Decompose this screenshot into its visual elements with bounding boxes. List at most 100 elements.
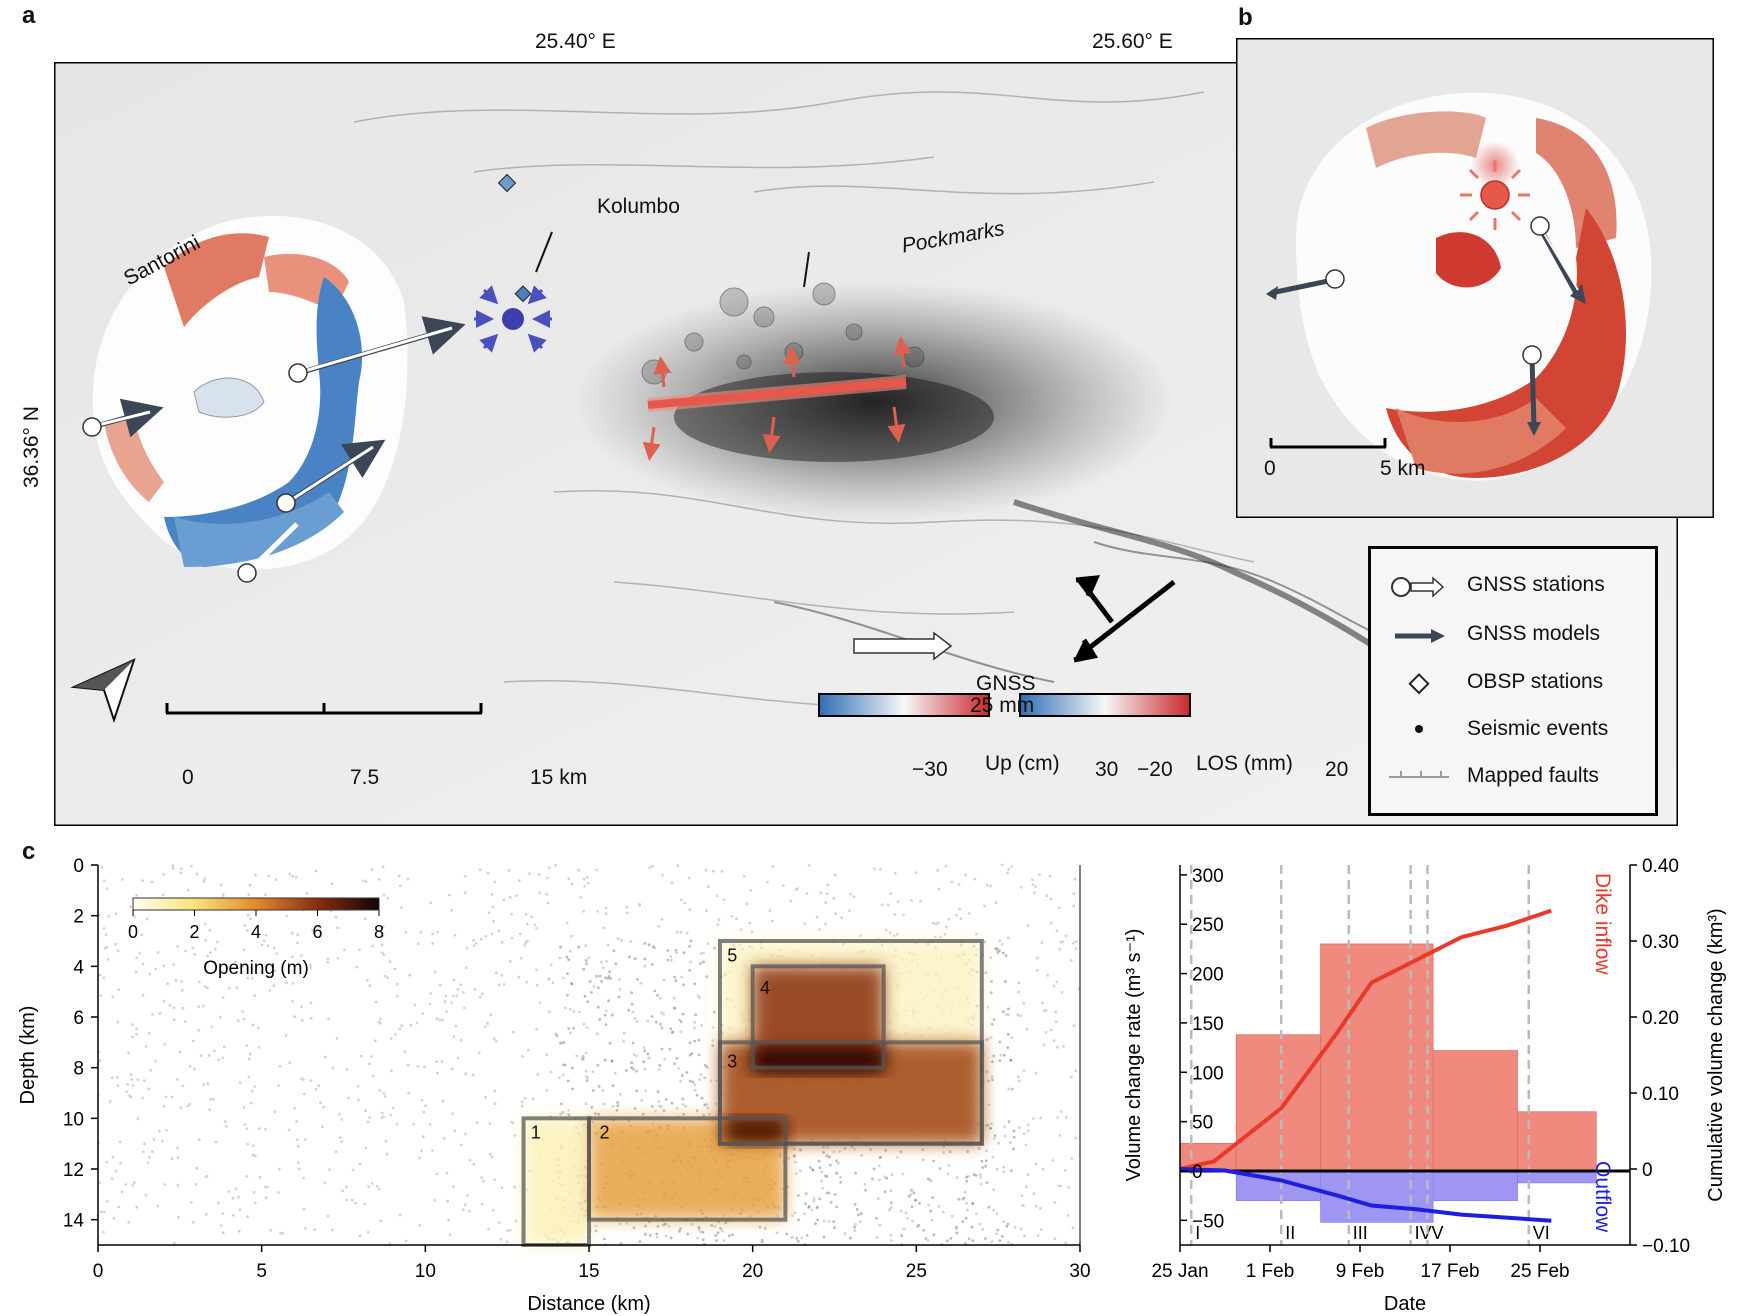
colorbar-label: Opening (m) [203, 958, 309, 979]
colorbar-tick-label-2: 2 [189, 922, 199, 942]
gnss-scale-label-2: 25 mm [970, 694, 1035, 717]
patch-label-3: 3 [727, 1052, 737, 1072]
phase-label-I: I [1195, 1223, 1200, 1243]
panel-b-map [1236, 38, 1714, 518]
legend-seismic-events: Seismic events [1467, 717, 1609, 740]
colorbar-los-label: LOS (mm) [1196, 752, 1293, 775]
y2-tick-label-3: 0.20 [1642, 1008, 1679, 1029]
inflow-bar-4 [1517, 1111, 1597, 1172]
legend: GNSS stations GNSS models OBSP stations … [1368, 546, 1658, 816]
patch-outline-4 [750, 964, 886, 1070]
x-tick-label-0: 25 Jan [1151, 1261, 1208, 1282]
colorbar-up-label: Up (cm) [985, 752, 1060, 775]
x-tick-label-3: 17 Feb [1420, 1261, 1479, 1282]
dike-model [642, 336, 912, 461]
phase-label-II: II [1285, 1223, 1295, 1243]
x-tick-label-10: 10 [415, 1261, 436, 1282]
y-tick-label--50: −50 [1192, 1211, 1224, 1232]
scalebar-a [165, 703, 483, 715]
legend-gnss-stations: GNSS stations [1467, 573, 1605, 596]
outflow-cumulative-line [1179, 1167, 1552, 1223]
legend-gnss-models: GNSS models [1467, 622, 1601, 645]
y-tick-label-14: 14 [63, 1211, 85, 1232]
y2-tick-label-1: 0 [1642, 1160, 1653, 1181]
scalebar-label-0: 0 [182, 766, 194, 789]
y-tick-label-50: 50 [1192, 1113, 1213, 1134]
y-tick-label-12: 12 [63, 1160, 84, 1181]
x-tick-label-2: 9 Feb [1336, 1261, 1385, 1282]
scalebar-b-label-0: 0 [1264, 457, 1276, 480]
colorbar-tick-label-6: 6 [312, 922, 322, 942]
patch-label-2: 2 [600, 1123, 610, 1143]
scalebar-label-end: 15 km [530, 766, 588, 789]
gnss-stations [82, 363, 308, 583]
patch-outline-2 [587, 1116, 788, 1222]
x-tick-label-30: 30 [1069, 1261, 1090, 1282]
colorbar-tick-label-0: 0 [128, 922, 138, 942]
phase-label-III: III [1353, 1223, 1368, 1243]
colorbar-tick-label-8: 8 [374, 922, 384, 942]
scalebar-b-label-end: 5 km [1380, 457, 1426, 480]
colorbar-up-max: 30 [1095, 758, 1119, 781]
y-tick-label-0: 0 [1192, 1162, 1203, 1183]
x-axis-label: Distance (km) [527, 1293, 650, 1315]
y-tick-label-150: 150 [1192, 1014, 1224, 1035]
x-axis-label: Date [1384, 1293, 1426, 1315]
outflow-bar-2 [1432, 1170, 1518, 1201]
panel-letter-a: a [22, 2, 36, 29]
colorbar-los-min: −20 [1137, 758, 1173, 781]
y-tick-label-2: 2 [73, 907, 84, 928]
lon-label-1: 25.40° E [535, 30, 616, 53]
y2-tick-label-0: −0.10 [1642, 1236, 1690, 1257]
y-tick-label-300: 300 [1192, 866, 1224, 887]
y-tick-label-100: 100 [1192, 1063, 1224, 1084]
phase-label-V: V [1432, 1223, 1444, 1243]
patch-outline-5 [717, 939, 984, 1146]
scalebar-label-mid: 7.5 [350, 766, 380, 789]
inflow-bar-3 [1432, 1050, 1518, 1172]
opening-colorbar [132, 897, 380, 911]
colorbar-up [818, 693, 990, 717]
colorbar-tick-label-4: 4 [251, 922, 261, 942]
legend-icons [1389, 576, 1449, 778]
x-tick-label-15: 15 [578, 1261, 599, 1282]
series-label-inflow: Dike inflow [1591, 873, 1614, 975]
y-tick-label-200: 200 [1192, 965, 1224, 986]
legend-obsp-stations: OBSP stations [1467, 670, 1604, 693]
inflow-cumulative-line [1179, 908, 1552, 1171]
colorbar-up-min: −30 [912, 758, 948, 781]
inflow-bar-1 [1235, 1034, 1322, 1172]
phase-label-IV: IV [1415, 1223, 1432, 1243]
y-tick-label-4: 4 [73, 957, 84, 978]
y2-tick-label-5: 0.40 [1642, 856, 1679, 877]
y-tick-label-8: 8 [73, 1059, 84, 1080]
x-tick-label-0: 0 [93, 1261, 104, 1282]
patch-label-1: 1 [531, 1123, 541, 1143]
patch-label-4: 4 [760, 978, 770, 998]
colorbar-los [1019, 693, 1191, 717]
x-tick-label-1: 1 Feb [1246, 1261, 1295, 1282]
panel-letter-b: b [1238, 4, 1253, 31]
opening-patch-1 [523, 1118, 589, 1245]
los-direction-icon [1073, 575, 1176, 663]
y-tick-label-6: 6 [73, 1008, 84, 1029]
patch-label-5: 5 [727, 945, 737, 965]
x-tick-label-4: 25 Feb [1510, 1261, 1569, 1282]
x-tick-label-20: 20 [742, 1261, 763, 1282]
chart-volume: I II III IV V VI−50050100150200250300−0.1000.… [1123, 856, 1727, 1315]
gnss-scale-label-1: GNSS [976, 672, 1036, 695]
series-label-outflow: Outflow [1591, 1161, 1614, 1233]
y2-tick-label-4: 0.30 [1642, 932, 1679, 953]
y2-tick-label-2: 0.10 [1642, 1084, 1679, 1105]
obsp-station [497, 173, 517, 193]
lon-label-2: 25.60° E [1092, 30, 1173, 53]
y-tick-label-10: 10 [63, 1109, 84, 1130]
y2-axis-label: Cumulative volume change (km³) [1705, 908, 1727, 1201]
gnss-scale-arrow [853, 631, 953, 661]
x-tick-label-5: 5 [256, 1261, 267, 1282]
y-tick-label-250: 250 [1192, 915, 1224, 936]
label-kolumbo: Kolumbo [597, 195, 680, 218]
legend-mapped-faults: Mapped faults [1467, 764, 1599, 787]
north-arrow-icon [70, 658, 136, 724]
